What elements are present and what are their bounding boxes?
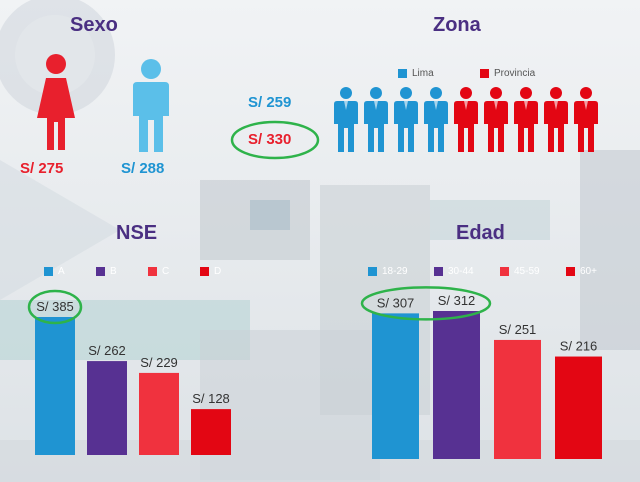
legend-item: D xyxy=(200,266,221,277)
edad-legend: 18-29 30-44 45-59 60+ xyxy=(368,266,638,280)
total-lima-value: S/ 259 xyxy=(248,94,292,111)
legend-swatch xyxy=(500,267,509,276)
bar-value-label: S/ 312 xyxy=(438,293,476,308)
legend-label: D xyxy=(214,266,222,277)
bar-value-label: S/ 251 xyxy=(499,322,537,337)
highlight-ellipse-total xyxy=(230,120,320,160)
bar-value-label: S/ 262 xyxy=(88,343,126,358)
bar-d xyxy=(191,409,231,455)
zona-legend-provincia: Provincia xyxy=(480,68,535,79)
bar-b xyxy=(87,361,127,455)
legend-label: 45-59 xyxy=(514,266,540,277)
person-provincia-icon xyxy=(484,87,508,152)
legend-swatch-lima xyxy=(398,69,407,78)
person-provincia-icon xyxy=(574,87,598,152)
legend-label-lima: Lima xyxy=(412,68,434,79)
zona-title: Zona xyxy=(433,14,481,36)
bar-value-label: S/ 216 xyxy=(560,339,598,354)
legend-label: B xyxy=(110,266,117,277)
legend-label: C xyxy=(162,266,170,277)
bar-c xyxy=(139,372,179,455)
legend-item: 18-29 xyxy=(368,266,408,277)
female-value: S/ 275 xyxy=(20,160,64,177)
legend-label: 18-29 xyxy=(382,266,408,277)
legend-swatch xyxy=(44,267,53,276)
edad-title: Edad xyxy=(456,222,505,244)
bar-18-29 xyxy=(372,313,419,459)
legend-item: A xyxy=(44,266,65,277)
legend-swatch xyxy=(368,267,377,276)
total-provincia-value: S/ 330 xyxy=(248,131,292,148)
legend-swatch-provincia xyxy=(480,69,489,78)
highlight-ellipse xyxy=(27,289,83,325)
legend-swatch xyxy=(96,267,105,276)
legend-label-provincia: Provincia xyxy=(494,68,536,79)
person-lima-icon xyxy=(424,87,448,152)
legend-label: A xyxy=(58,266,65,277)
bar-a xyxy=(35,317,75,455)
person-provincia-icon xyxy=(544,87,568,152)
bar-value-label: S/ 229 xyxy=(140,355,178,370)
legend-swatch xyxy=(566,267,575,276)
legend-swatch xyxy=(148,267,157,276)
person-provincia-icon xyxy=(514,87,538,152)
male-value: S/ 288 xyxy=(121,160,165,177)
zona-people-row xyxy=(334,86,598,156)
sexo-title: Sexo xyxy=(70,14,118,36)
bar-45-59 xyxy=(494,339,541,459)
bar-60+ xyxy=(555,356,602,459)
legend-item: B xyxy=(96,266,117,277)
nse-title: NSE xyxy=(116,222,158,244)
zona-legend-lima: Lima xyxy=(398,68,434,79)
bar-value-label: S/ 307 xyxy=(377,295,415,310)
legend-swatch xyxy=(200,267,209,276)
person-provincia-icon xyxy=(454,87,478,152)
bar-value-label: S/ 128 xyxy=(192,391,230,406)
female-icon xyxy=(37,54,75,150)
person-lima-icon xyxy=(364,87,388,152)
legend-item: 30-44 xyxy=(434,266,474,277)
legend-swatch xyxy=(434,267,443,276)
bar-value-label: S/ 385 xyxy=(36,299,74,314)
person-lima-icon xyxy=(334,87,358,152)
legend-label: 30-44 xyxy=(448,266,474,277)
bar-30-44 xyxy=(433,311,480,459)
nse-legend: A B C D xyxy=(44,266,244,280)
legend-label: 60+ xyxy=(580,266,597,277)
legend-item: 45-59 xyxy=(500,266,540,277)
legend-item: 60+ xyxy=(566,266,597,277)
male-icon xyxy=(133,59,169,152)
legend-item: C xyxy=(148,266,169,277)
person-lima-icon xyxy=(394,87,418,152)
highlight-ellipse xyxy=(360,286,492,321)
